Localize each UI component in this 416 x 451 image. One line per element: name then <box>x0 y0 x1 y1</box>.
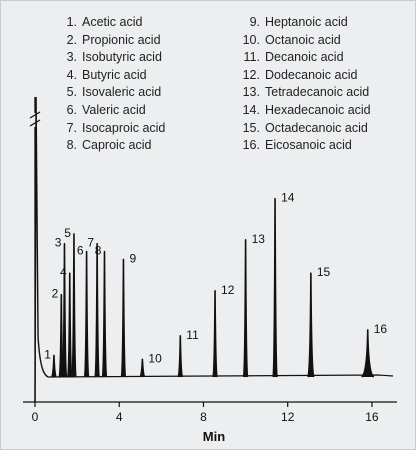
peak-6 <box>83 250 90 378</box>
peak-label: 13 <box>252 232 266 246</box>
peak-label: 12 <box>221 283 235 297</box>
peak-14 <box>272 197 278 378</box>
legend-item: 13. Tetradecanoic acid <box>236 85 370 100</box>
peak-13 <box>242 239 249 378</box>
peak-4 <box>66 272 73 378</box>
x-tick-label: 8 <box>200 410 207 424</box>
peak-label: 3 <box>55 236 62 250</box>
legend-number: 9. <box>249 15 260 29</box>
peak-label: 11 <box>186 328 199 342</box>
legend-compound-name: Butyric acid <box>82 67 147 82</box>
peak-7 <box>94 242 100 378</box>
axis-break-mark <box>29 111 41 119</box>
peak-8 <box>101 250 108 378</box>
axis-break-mark <box>29 119 41 127</box>
legend-item: 5. Isovaleric acid <box>53 85 162 100</box>
peak-12 <box>212 289 218 378</box>
legend-compound-name: Isocaproic acid <box>82 120 166 135</box>
legend-number: 15. <box>242 120 260 135</box>
peak-label: 2 <box>52 287 59 301</box>
legend-compound-name: Hexadecanoic acid <box>265 103 371 117</box>
peak-10 <box>139 358 146 378</box>
legend-item: 4. Butyric acid <box>53 68 147 82</box>
legend-compound-name: Decanoic acid <box>265 50 344 65</box>
legend-compound-name: Tetradecanoic acid <box>265 85 370 100</box>
legend-item: 6. Valeric acid <box>53 103 146 117</box>
legend-compound-name: Propionic acid <box>82 32 161 47</box>
legend-number: 6. <box>66 103 77 117</box>
legend-number: 13. <box>242 85 260 100</box>
legend-compound-name: Octanoic acid <box>265 32 341 47</box>
legend-compound-name: Eicosanoic acid <box>265 138 352 153</box>
compound-legend: 1. Acetic acid 2. Propionic acid 3. Isobutyri… <box>1 1 416 171</box>
peak-label: 4 <box>60 265 67 279</box>
peak-label: 8 <box>95 244 102 258</box>
legend-number: 4. <box>66 67 77 82</box>
legend-number: 16. <box>242 138 260 153</box>
peak-15 <box>307 272 315 378</box>
legend-item: 12. Dodecanoic acid <box>236 67 358 82</box>
peak-16 <box>361 329 375 378</box>
legend-compound-name: Isovaleric acid <box>82 85 162 100</box>
x-tick-label: 12 <box>281 410 295 424</box>
peak-label: 6 <box>77 244 84 258</box>
x-tick-label: 0 <box>32 410 39 424</box>
peak-1 <box>51 354 57 378</box>
x-tick-label: 4 <box>116 410 123 424</box>
peak-5 <box>71 233 77 378</box>
legend-item: 9. Heptanoic acid <box>236 15 348 29</box>
legend-number: 3. <box>66 50 77 65</box>
legend-number: 5. <box>66 85 77 100</box>
x-axis-title: Min <box>203 429 225 444</box>
peak-label: 5 <box>64 226 71 240</box>
legend-item: 2. Propionic acid <box>53 33 161 47</box>
peak-label: 9 <box>129 251 136 265</box>
legend-item: 3. Isobutyric acid <box>53 50 162 64</box>
legend-compound-name: Heptanoic acid <box>265 15 348 29</box>
peak-3 <box>61 242 68 378</box>
legend-compound-name: Dodecanoic acid <box>265 67 358 82</box>
legend-number: 12. <box>242 67 260 82</box>
peak-11 <box>177 335 184 378</box>
legend-compound-name: Acetic acid <box>82 15 143 29</box>
legend-compound-name: Isobutyric acid <box>82 50 162 65</box>
legend-number: 11. <box>243 50 260 65</box>
solvent-front-peak <box>34 96 49 403</box>
x-tick-label: 16 <box>365 410 379 424</box>
trace-layer <box>34 96 394 403</box>
legend-number: 14. <box>242 103 260 117</box>
legend-compound-name: Octadecanoic acid <box>265 120 368 135</box>
legend-item: 10. Octanoic acid <box>236 33 341 47</box>
legend-number: 7. <box>66 120 77 135</box>
legend-item: 16. Eicosanoic acid <box>236 138 352 152</box>
legend-item: 7. Isocaproic acid <box>53 120 166 135</box>
legend-number: 8. <box>66 138 77 153</box>
peak-label: 10 <box>148 351 162 365</box>
legend-compound-name: Caproic acid <box>82 138 152 153</box>
peak-label: 14 <box>281 191 295 205</box>
peak-label: 15 <box>317 265 331 279</box>
legend-item: 11. Decanoic acid <box>236 50 344 64</box>
legend-item: 15. Octadecanoic acid <box>236 121 368 135</box>
legend-item: 1. Acetic acid <box>53 15 143 29</box>
peak-label: 16 <box>374 322 388 336</box>
legend-number: 2. <box>66 32 77 47</box>
peak-label: 7 <box>87 236 94 250</box>
legend-number: 10. <box>242 32 260 47</box>
legend-number: 1. <box>66 15 77 29</box>
legend-item: 14. Hexadecanoic acid <box>236 103 371 117</box>
legend-compound-name: Valeric acid <box>82 103 146 117</box>
legend-item: 8. Caproic acid <box>53 138 152 153</box>
signal-baseline <box>48 374 394 378</box>
peak-label: 1 <box>44 347 51 361</box>
peak-9 <box>120 258 127 378</box>
